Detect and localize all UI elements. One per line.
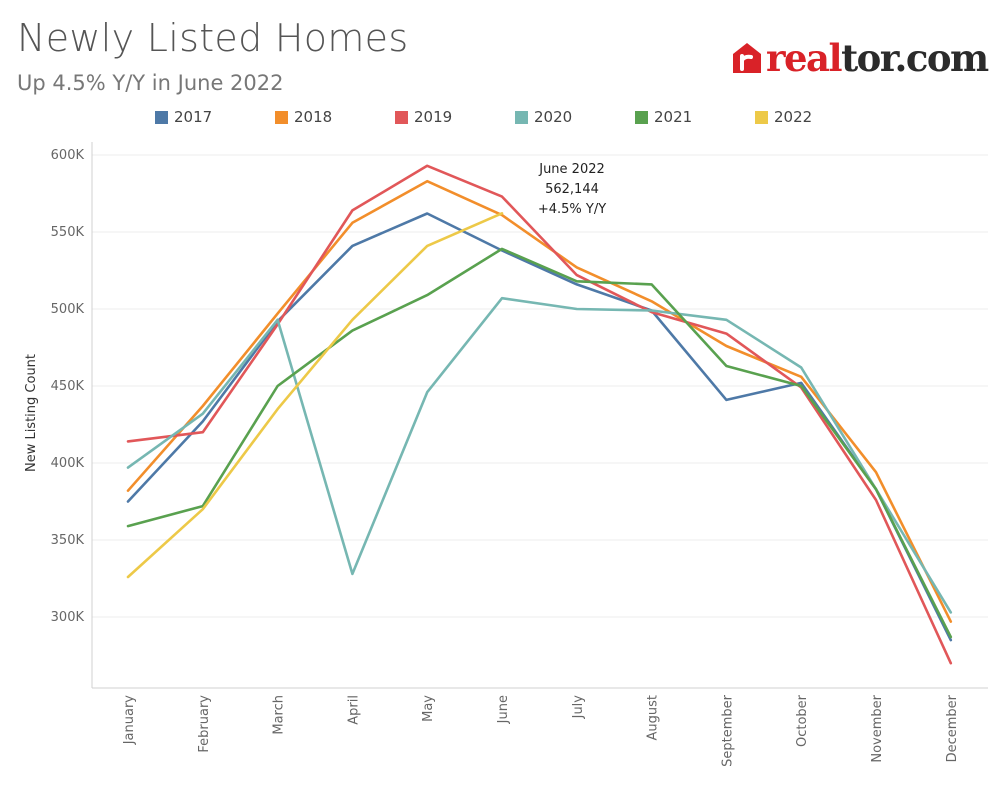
axes: 300K 350K 400K 450K 500K 550K 600K January Febru… xyxy=(24,142,988,767)
series-line-2021 xyxy=(126,247,953,639)
x-tick-label: August xyxy=(646,695,661,741)
gridlines xyxy=(92,154,988,618)
annotation-line: +4.5% Y/Y xyxy=(538,202,606,217)
legend-label: 2017 xyxy=(174,108,213,126)
legend-swatch xyxy=(515,110,528,124)
y-tick-label: 550K xyxy=(51,225,85,240)
legend-label: 2020 xyxy=(534,108,573,126)
x-tick-label: January xyxy=(122,695,137,746)
legend-swatch xyxy=(155,110,168,124)
y-tick-label: 350K xyxy=(51,533,85,548)
realtor-wordmark: realtor.com xyxy=(766,36,989,80)
series-line-2022 xyxy=(126,212,504,579)
realtor-logo: realtor.com xyxy=(732,36,989,80)
x-tick-label: July xyxy=(571,695,586,720)
x-tick-label: December xyxy=(945,694,960,762)
annotation-line: 562,144 xyxy=(545,182,599,197)
legend-item: 2018 xyxy=(275,107,332,127)
y-tick-label: 400K xyxy=(51,456,85,471)
y-tick-label: 300K xyxy=(51,610,85,625)
legend-item: 2020 xyxy=(515,107,572,127)
legend-item: 2019 xyxy=(395,107,452,127)
x-tick-label: March xyxy=(272,695,287,735)
page-title: Newly Listed Homes xyxy=(17,16,409,60)
legend-swatch xyxy=(635,110,648,124)
legend-label: 2022 xyxy=(774,108,813,126)
chart-annotation: June 2022 562,144 +4.5% Y/Y xyxy=(538,162,606,217)
series-line-2018 xyxy=(126,179,953,623)
y-tick-label: 600K xyxy=(51,148,85,163)
series-lines xyxy=(126,164,953,665)
legend-item: 2021 xyxy=(635,107,692,127)
annotation-line: June 2022 xyxy=(538,162,605,177)
x-tick-label: September xyxy=(720,694,735,767)
y-tick-label: 500K xyxy=(51,302,85,317)
y-tick-label: 450K xyxy=(51,379,85,394)
x-tick-label: April xyxy=(346,695,361,725)
x-tick-label: November xyxy=(870,694,885,762)
y-axis-title: New Listing Count xyxy=(24,354,39,472)
x-tick-label: May xyxy=(421,695,436,722)
legend-swatch xyxy=(755,110,768,124)
legend-item: 2022 xyxy=(755,107,812,127)
series-line-2020 xyxy=(126,296,953,614)
realtor-r-icon xyxy=(732,42,762,74)
series-line-2017 xyxy=(126,212,953,642)
legend-label: 2021 xyxy=(654,108,693,126)
legend-label: 2018 xyxy=(294,108,333,126)
x-tick-label: October xyxy=(795,694,810,747)
legend-swatch xyxy=(395,110,408,124)
legend-item: 2017 xyxy=(155,107,212,127)
legend-label: 2019 xyxy=(414,108,453,126)
page-subtitle: Up 4.5% Y/Y in June 2022 xyxy=(17,71,284,95)
x-tick-label: June xyxy=(496,695,511,724)
series-line-2019 xyxy=(126,164,953,665)
legend-swatch xyxy=(275,110,288,124)
x-tick-label: February xyxy=(197,695,212,753)
